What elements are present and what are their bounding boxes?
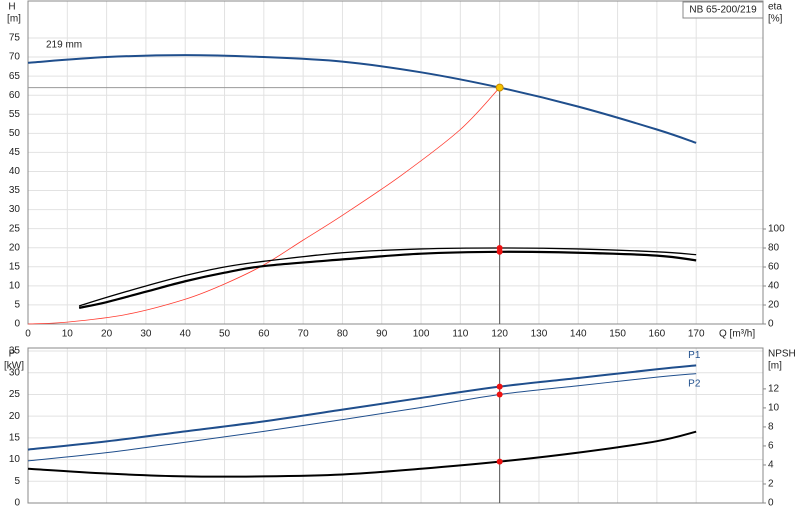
x-tick-label: 160 xyxy=(649,329,666,340)
y2-tick-label: 2 xyxy=(768,479,774,490)
y-tick-label: 5 xyxy=(14,300,20,311)
x-tick-label: 170 xyxy=(688,329,705,340)
x-tick-label: 140 xyxy=(570,329,587,340)
y-tick-label: 5 xyxy=(14,476,20,487)
y-tick-label: 0 xyxy=(14,319,20,330)
x-tick-label: 20 xyxy=(101,329,113,340)
marker xyxy=(496,383,503,390)
y-tick-label: 10 xyxy=(9,454,21,465)
y2-tick-label: 10 xyxy=(768,403,780,414)
x-tick-label: 70 xyxy=(298,329,310,340)
y2-tick-label: 20 xyxy=(768,300,780,311)
y-tick-label: 25 xyxy=(9,389,21,400)
y-tick-label: 15 xyxy=(9,261,21,272)
y-tick-label: 65 xyxy=(9,71,21,82)
y-axis-unit: [kW] xyxy=(4,361,24,372)
y-tick-label: 25 xyxy=(9,223,21,234)
y2-tick-label: 0 xyxy=(768,498,774,509)
curve xyxy=(27,430,697,478)
y-axis-unit: [m] xyxy=(7,14,21,25)
marker xyxy=(496,458,503,465)
y-tick-label: 35 xyxy=(9,185,21,196)
y2-tick-label: 40 xyxy=(768,281,780,292)
x-tick-label: 130 xyxy=(531,329,548,340)
x-tick-label: 80 xyxy=(337,329,349,340)
x-tick-label: 110 xyxy=(452,329,468,340)
y-axis-title: P xyxy=(9,349,16,360)
curve-label: P1 xyxy=(688,350,701,361)
curve xyxy=(27,54,697,144)
y-tick-label: 75 xyxy=(9,33,21,44)
y-tick-label: 55 xyxy=(9,109,21,120)
x-tick-label: 40 xyxy=(180,329,192,340)
marker xyxy=(496,248,503,255)
y-tick-label: 30 xyxy=(9,204,21,215)
y-tick-label: 60 xyxy=(9,90,21,101)
curve xyxy=(27,373,697,462)
curve xyxy=(78,247,697,307)
y2-tick-label: 6 xyxy=(768,441,774,452)
x-tick-label: 150 xyxy=(609,329,626,340)
curve xyxy=(27,364,697,451)
y-tick-label: 20 xyxy=(9,242,21,253)
model-label: NB 65-200/219 xyxy=(689,5,757,16)
y2-tick-label: 8 xyxy=(768,422,774,433)
y2-tick-label: 0 xyxy=(768,319,774,330)
y2-tick-label: 12 xyxy=(768,384,780,395)
plot-frame xyxy=(27,347,764,504)
x-tick-label: 120 xyxy=(491,329,508,340)
y-axis-title: H xyxy=(8,2,15,13)
y-tick-label: 15 xyxy=(9,433,21,444)
y-tick-label: 30 xyxy=(9,367,21,378)
x-tick-label: 30 xyxy=(140,329,152,340)
y2-axis-title: eta xyxy=(768,2,782,13)
x-tick-label: 0 xyxy=(25,329,31,340)
y-tick-label: 20 xyxy=(9,411,21,422)
y2-axis-unit: [m] xyxy=(768,361,782,372)
model-box xyxy=(682,1,764,19)
x-tick-label: 60 xyxy=(258,329,270,340)
curve xyxy=(78,250,697,309)
y-tick-label: 70 xyxy=(9,52,21,63)
y2-tick-label: 100 xyxy=(768,224,785,235)
y-tick-label: 35 xyxy=(9,346,21,357)
curve-label: 219 mm xyxy=(46,39,82,50)
curve-label: P2 xyxy=(688,378,701,389)
y2-tick-label: 4 xyxy=(768,460,774,471)
x-tick-label: 50 xyxy=(219,329,231,340)
curve xyxy=(27,87,500,325)
x-tick-label: 10 xyxy=(62,329,74,340)
y2-axis-title: NPSH xyxy=(768,349,796,360)
x-tick-label: 100 xyxy=(413,329,430,340)
plot-frame xyxy=(27,0,764,325)
marker xyxy=(496,391,503,398)
y2-tick-label: 80 xyxy=(768,243,780,254)
y2-axis-unit: [%] xyxy=(768,14,783,25)
y-tick-label: 0 xyxy=(14,498,20,509)
y2-tick-label: 60 xyxy=(768,262,780,273)
y-tick-label: 45 xyxy=(9,147,21,158)
duty-point xyxy=(495,83,504,92)
y-tick-label: 40 xyxy=(9,166,21,177)
y-tick-label: 50 xyxy=(9,128,21,139)
y-tick-label: 10 xyxy=(9,281,21,292)
x-tick-label: 90 xyxy=(376,329,388,340)
x-axis-title: Q [m³/h] xyxy=(719,329,755,340)
